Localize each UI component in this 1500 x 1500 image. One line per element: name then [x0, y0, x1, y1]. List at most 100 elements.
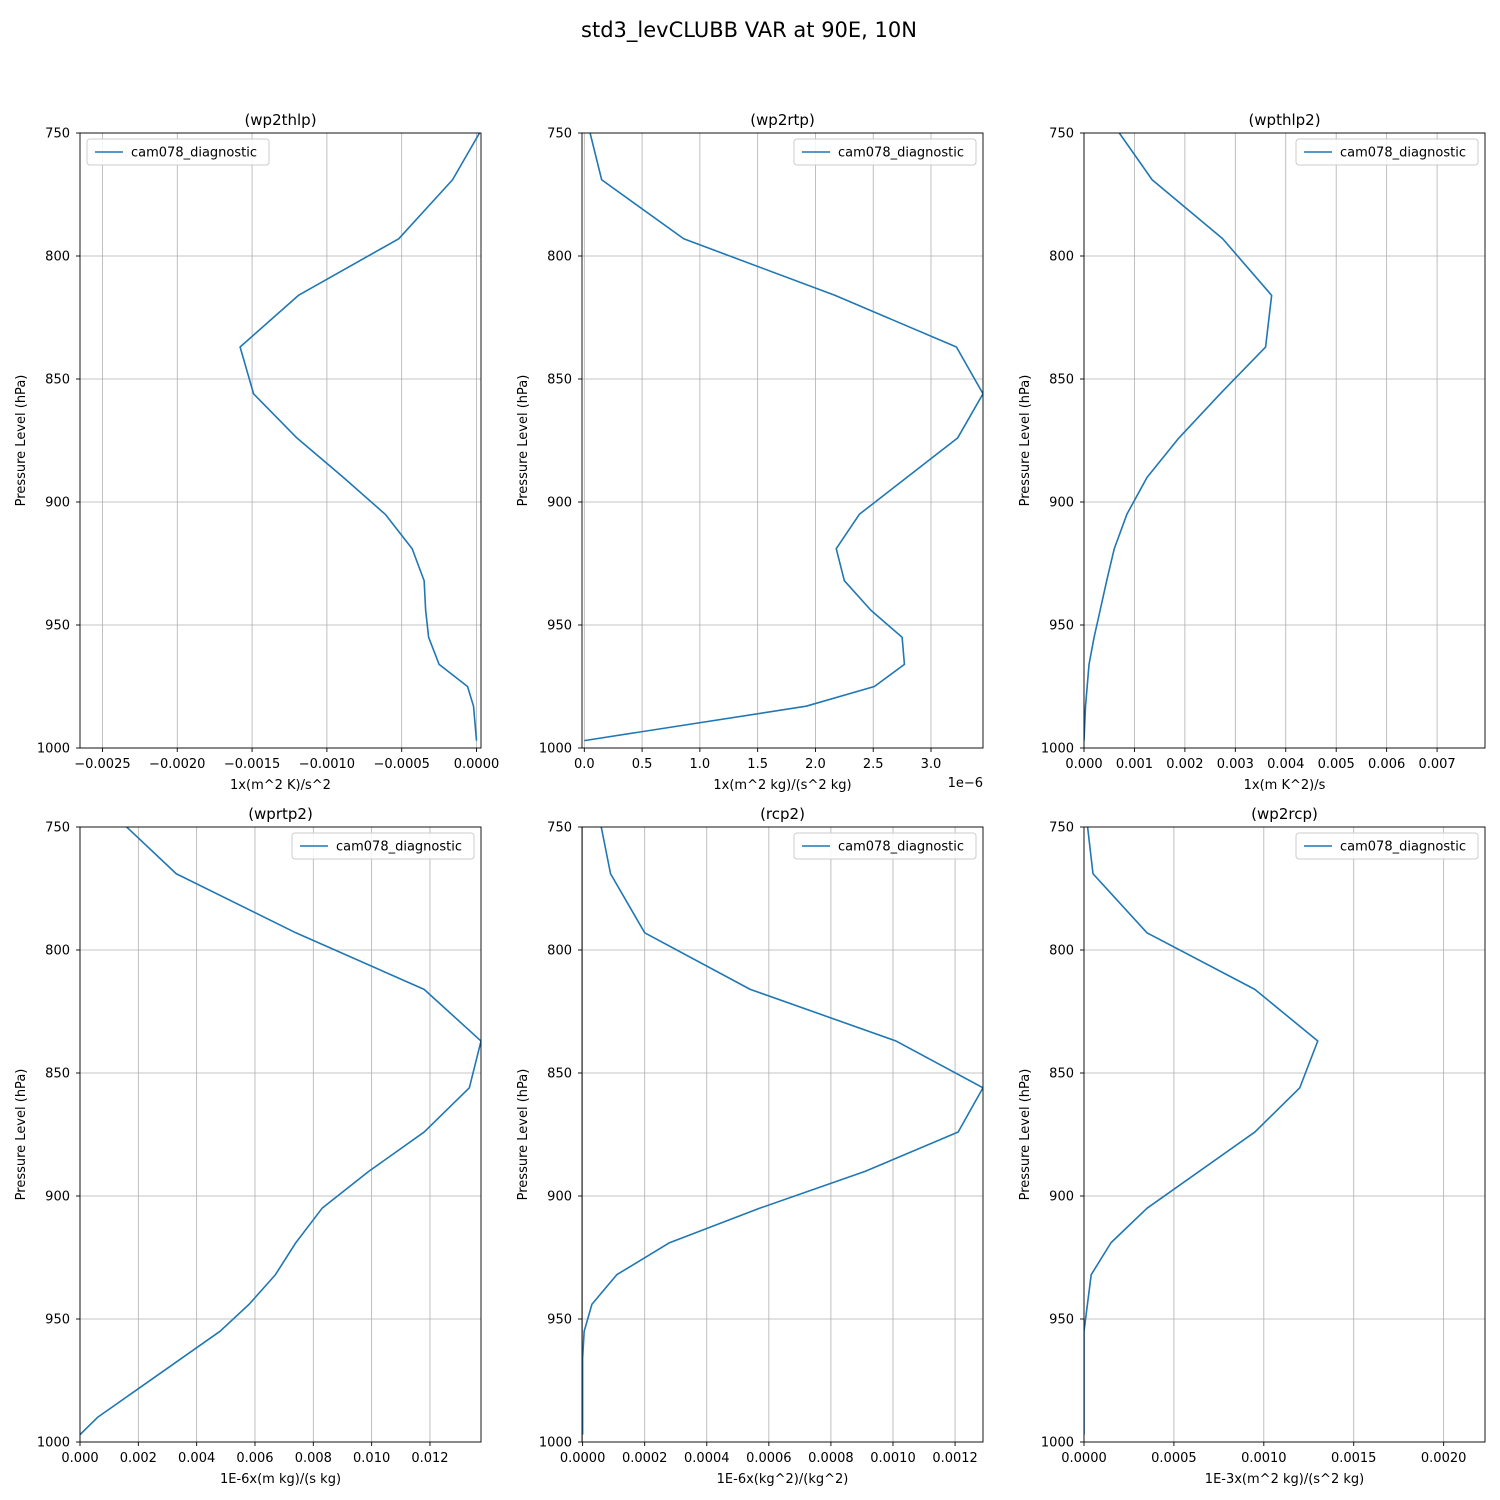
y-tick-label: 950 [45, 619, 70, 634]
legend-box [86, 138, 270, 166]
subplot-5: 0.0000 0.0002 0.0004 0.0006 0.0008 0.0010 0.00… [516, 805, 984, 1487]
legend-box [793, 138, 977, 166]
x-tick-label: −0.0010 [299, 757, 355, 772]
series-line-1 [584, 133, 983, 742]
y-axis-label: Pressure Level (hPa) [516, 375, 531, 507]
x-tick-label: 0.0006 [746, 1451, 792, 1466]
series-line-1 [1084, 133, 1273, 741]
x-tick-label: 0.0015 [1331, 1451, 1377, 1466]
legend-label: cam078_diagnostic [336, 840, 462, 855]
y-tick-label: 750 [45, 821, 70, 836]
x-tick-label: 0.0008 [808, 1451, 854, 1466]
x-tick-label: 0.0000 [560, 1451, 606, 1466]
legend-box [1295, 832, 1479, 860]
y-axis-label: Pressure Level (hPa) [1018, 375, 1033, 507]
x-tick-label: 0.003 [1217, 757, 1254, 772]
axes-frame [581, 826, 984, 1443]
legend-label: cam078_diagnostic [1340, 840, 1466, 855]
y-tick-label: 1000 [539, 742, 572, 757]
subplot-6: 0.0000 0.0005 0.0010 0.0015 0.0020 750 800 850 9… [1018, 805, 1486, 1487]
legend: cam078_diagnostic [793, 138, 977, 166]
legend: cam078_diagnostic [86, 138, 270, 166]
x-axis-label: 1x(m^2 kg)/(s^2 kg) [713, 778, 851, 793]
legend: cam078_diagnostic [291, 832, 475, 860]
y-tick-label: 950 [1049, 1313, 1074, 1328]
y-tick-label: 900 [45, 1190, 70, 1205]
y-tick-label: 850 [45, 373, 70, 388]
subplot-title: (wp2rtp) [750, 111, 815, 129]
y-tick-label: 1000 [37, 742, 70, 757]
y-tick-label: 900 [1049, 496, 1074, 511]
x-tick-label: 0.001 [1116, 757, 1153, 772]
x-tick-label: 0.0000 [454, 757, 500, 772]
x-tick-label: 0.0000 [1061, 1451, 1107, 1466]
y-tick-label: 750 [45, 127, 70, 142]
subplot-title: (wp2rcp) [1251, 805, 1318, 823]
subplot-2: 0.0 0.5 1.0 1.5 2.0 2.5 3.0 750 800 850 900 950 1000… [516, 111, 984, 793]
x-axis-label: 1E-6x(kg^2)/(kg^2) [717, 1472, 849, 1487]
y-tick-label: 800 [1049, 250, 1074, 265]
x-tick-label: 0.006 [236, 1451, 273, 1466]
legend-label: cam078_diagnostic [838, 146, 964, 161]
subplot-4: 0.000 0.002 0.004 0.006 0.008 0.010 0.012 750 80… [14, 805, 482, 1487]
subplot-title: (rcp2) [760, 805, 805, 823]
x-axis-label: 1E-6x(m kg)/(s kg) [220, 1472, 341, 1487]
y-tick-label: 800 [547, 944, 572, 959]
y-tick-label: 900 [547, 1190, 572, 1205]
subplot-title: (wpthlp2) [1248, 111, 1320, 129]
x-tick-label: 0.0005 [1151, 1451, 1197, 1466]
x-tick-label: 0.0012 [932, 1451, 978, 1466]
y-tick-label: 800 [45, 250, 70, 265]
legend: cam078_diagnostic [1295, 832, 1479, 860]
legend: cam078_diagnostic [1295, 138, 1479, 166]
y-tick-label: 1000 [1041, 1436, 1074, 1451]
y-tick-label: 750 [547, 127, 572, 142]
y-tick-label: 850 [547, 1067, 572, 1082]
x-tick-label: 0.0020 [1421, 1451, 1467, 1466]
x-tick-label: −0.0020 [149, 757, 205, 772]
subplot-grid: −0.0025 −0.0020 −0.0015 −0.0010 −0.0005 0.000… [14, 111, 1486, 1487]
x-tick-label: 3.0 [921, 757, 942, 772]
series-line-1 [1084, 827, 1319, 1435]
y-axis-label: Pressure Level (hPa) [14, 1069, 29, 1201]
x-tick-label: 0.002 [1166, 757, 1203, 772]
legend-box [1295, 138, 1479, 166]
x-tick-label: 0.0004 [684, 1451, 730, 1466]
x-tick-label: 0.0010 [870, 1451, 916, 1466]
x-tick-label: 0.008 [295, 1451, 332, 1466]
y-tick-label: 750 [547, 821, 572, 836]
x-axis-label: 1E-3x(m^2 kg)/(s^2 kg) [1205, 1472, 1364, 1487]
x-tick-label: 0.005 [1318, 757, 1355, 772]
y-tick-label: 950 [45, 1313, 70, 1328]
x-tick-label: 0.012 [411, 1451, 448, 1466]
x-tick-label: 1.5 [747, 757, 768, 772]
series-line-1 [80, 827, 481, 1436]
axes-frame [1083, 132, 1486, 749]
axes-frame [1083, 826, 1486, 1443]
y-tick-label: 1000 [37, 1436, 70, 1451]
y-tick-label: 750 [1049, 821, 1074, 836]
x-tick-label: 0.0 [574, 757, 595, 772]
y-tick-label: 1000 [1041, 742, 1074, 757]
x-offset-text: 1e−6 [948, 776, 983, 791]
y-tick-label: 850 [1049, 1067, 1074, 1082]
x-tick-label: 0.007 [1418, 757, 1455, 772]
y-tick-label: 800 [1049, 944, 1074, 959]
axes-frame [79, 132, 482, 749]
series-line-1 [582, 827, 983, 1435]
axes-frame [581, 132, 984, 749]
y-tick-label: 850 [45, 1067, 70, 1082]
x-tick-label: −0.0005 [374, 757, 430, 772]
y-tick-label: 950 [1049, 619, 1074, 634]
x-tick-label: −0.0015 [224, 757, 280, 772]
legend: cam078_diagnostic [793, 832, 977, 860]
x-tick-label: 0.000 [1065, 757, 1102, 772]
y-axis-label: Pressure Level (hPa) [1018, 1069, 1033, 1201]
figure-title: std3_levCLUBB VAR at 90E, 10N [581, 18, 917, 43]
legend-label: cam078_diagnostic [131, 146, 257, 161]
x-tick-label: 0.0010 [1241, 1451, 1287, 1466]
x-tick-label: 2.5 [863, 757, 884, 772]
y-tick-label: 750 [1049, 127, 1074, 142]
x-tick-label: 0.5 [632, 757, 653, 772]
